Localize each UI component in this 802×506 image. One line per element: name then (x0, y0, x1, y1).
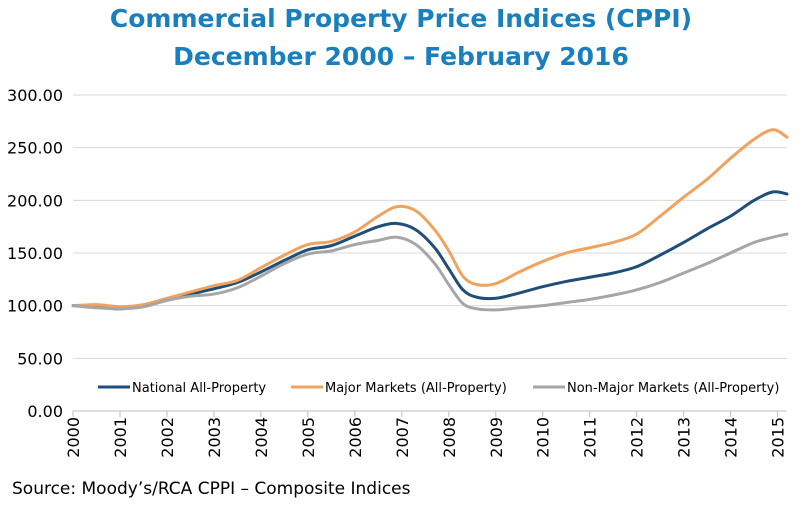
y-tick-label: 50.00 (17, 349, 63, 368)
legend-label-national-all-property: National All-Property (132, 381, 266, 396)
x-tick-label: 2014 (722, 417, 741, 458)
x-tick-label: 2011 (581, 417, 600, 458)
y-tick-label: 0.00 (27, 402, 63, 421)
legend-label-non-major-markets-all-property: Non-Major Markets (All-Property) (567, 381, 779, 396)
x-tick-label: 2010 (534, 417, 553, 458)
x-tick-label: 2008 (440, 417, 459, 458)
x-tick-label: 2000 (64, 417, 83, 458)
x-tick-label: 2009 (487, 417, 506, 458)
x-tick-label: 2003 (205, 417, 224, 458)
series-lines (71, 128, 789, 312)
y-axis: 0.00 50.00 100.00 150.00 200.00 250.00 300.00 (7, 86, 63, 421)
x-tick-label: 2007 (393, 417, 412, 458)
x-tick-label: 2001 (111, 417, 130, 458)
y-tick-label: 250.00 (7, 139, 63, 158)
legend-label-major-markets-all-property: Major Markets (All-Property) (325, 381, 507, 396)
y-tick-label: 100.00 (7, 297, 63, 316)
x-tick-label: 2012 (628, 417, 647, 458)
x-tick-label: 2015 (769, 417, 788, 458)
x-tick-label: 2006 (346, 417, 365, 458)
series-line-non-major-markets-all-property (71, 232, 789, 312)
gridlines (73, 94, 787, 359)
chart-title-line-1: Commercial Property Price Indices (CPPI) (109, 4, 693, 33)
y-tick-label: 200.00 (7, 191, 63, 210)
x-tick-label: 2002 (158, 417, 177, 458)
series-line-national-all-property (71, 190, 789, 311)
x-tick-label: 2004 (252, 417, 271, 458)
x-tick-label: 2013 (675, 417, 694, 458)
x-tick-label: 2005 (299, 417, 318, 458)
source-note: Source: Moody’s/RCA CPPI – Composite Ind… (12, 479, 411, 499)
legend: National All-Property Major Markets (All-… (98, 381, 779, 396)
y-tick-label: 150.00 (7, 244, 63, 263)
x-axis: 2000 2001 2002 2003 2004 2005 2006 2007 2008 2009… (64, 410, 788, 458)
chart-title-line-2: December 2000 – February 2016 (173, 42, 629, 71)
series-line-major-markets-all-property (71, 128, 789, 309)
y-tick-label: 300.00 (7, 86, 63, 105)
